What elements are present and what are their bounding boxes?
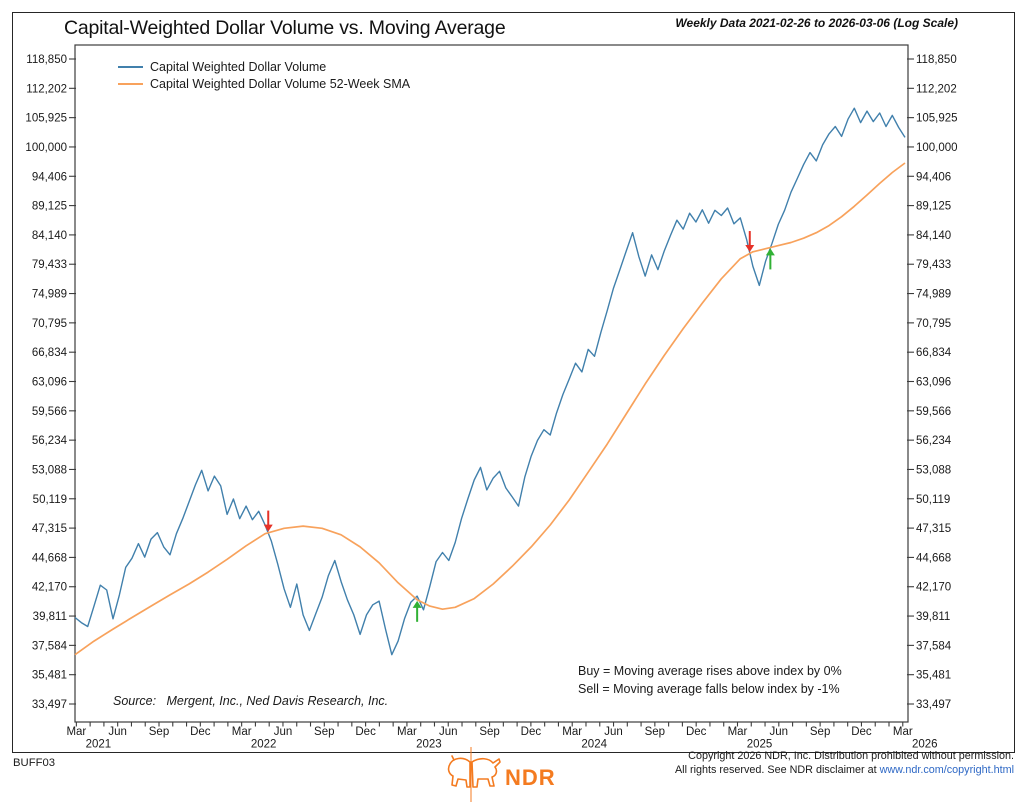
outer-frame xyxy=(12,12,1015,753)
chart-subtitle: Weekly Data 2021-02-26 to 2026-03-06 (Lo… xyxy=(675,16,958,30)
legend-item-sma: Capital Weighted Dollar Volume 52-Week S… xyxy=(118,75,410,92)
buy-rule: Buy = Moving average rises above index b… xyxy=(578,664,842,678)
sma-line-swatch xyxy=(118,82,143,85)
legend-item-index: Capital Weighted Dollar Volume xyxy=(118,58,410,75)
sell-rule: Sell = Moving average falls below index … xyxy=(578,682,840,696)
index-line-swatch xyxy=(118,65,143,68)
legend-label: Capital Weighted Dollar Volume 52-Week S… xyxy=(150,76,411,91)
document-code: BUFF03 xyxy=(13,757,56,769)
logo-text: NDR xyxy=(505,764,556,790)
copyright-line2-prefix: All rights reserved. See NDR disclaimer … xyxy=(674,763,880,776)
copyright: Copyright 2026 NDR, Inc. Distribution pr… xyxy=(675,750,1014,777)
copyright-line1: Copyright 2026 NDR, Inc. Distribution pr… xyxy=(688,750,1014,762)
bull-bear-icon xyxy=(447,747,501,802)
legend: Capital Weighted Dollar Volume Capital W… xyxy=(118,58,410,92)
copyright-line2: All rights reserved. See NDR disclaimer … xyxy=(675,764,1014,778)
ndr-logo: NDR xyxy=(444,747,556,802)
copyright-link[interactable]: www.ndr.com/copyright.html xyxy=(879,763,1014,776)
legend-label: Capital Weighted Dollar Volume xyxy=(150,59,327,74)
page-title: Capital-Weighted Dollar Volume vs. Movin… xyxy=(64,17,506,39)
source-note: Source: Mergent, Inc., Ned Davis Researc… xyxy=(113,694,389,708)
buy-sell-note: Buy = Moving average rises above index b… xyxy=(578,662,842,698)
